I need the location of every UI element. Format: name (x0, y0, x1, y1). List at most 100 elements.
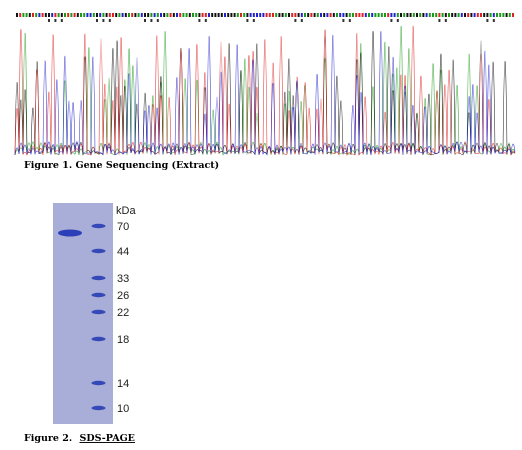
base-letter (128, 13, 130, 17)
base-letter (476, 13, 479, 17)
base-letter (310, 13, 313, 17)
marker-label: 33 (117, 273, 129, 285)
aa-letter (48, 19, 50, 22)
base-letter (460, 13, 463, 17)
caption-name: SDS-PAGE (80, 433, 135, 444)
base-letter (86, 13, 89, 17)
base-letter (70, 13, 73, 17)
base-letter (102, 13, 105, 17)
base-letter (220, 13, 223, 17)
marker-band (91, 248, 106, 254)
marker-band (91, 309, 106, 315)
base-letter (435, 13, 438, 17)
base-letter (377, 13, 380, 17)
base-letter (368, 13, 370, 17)
base-letter (48, 13, 50, 17)
marker-band (91, 380, 106, 386)
base-letter (374, 13, 377, 17)
base-letter (512, 13, 514, 17)
marker-band (91, 405, 106, 411)
base-letter (259, 13, 262, 17)
base-letter (409, 13, 412, 17)
base-letter (268, 13, 271, 17)
marker-label: 10 (117, 403, 129, 415)
base-letter (76, 13, 79, 17)
base-letter (387, 13, 390, 17)
base-letter (182, 13, 185, 17)
base-letter (25, 13, 28, 17)
base-letter (403, 13, 406, 17)
base-letter (121, 13, 124, 17)
aa-letter (60, 19, 63, 22)
base-letter (275, 13, 278, 17)
marker-label: 22 (117, 307, 129, 319)
base-letter (60, 13, 63, 17)
marker-label: 70 (117, 221, 129, 233)
base-letter (390, 13, 393, 17)
aa-letter (102, 19, 105, 22)
base-letter (448, 13, 450, 17)
trace (14, 31, 516, 156)
base-letter (80, 13, 82, 17)
base-letter (32, 13, 34, 17)
base-letter (243, 13, 246, 17)
marker-band (91, 292, 106, 298)
base-letter (489, 13, 492, 17)
base-letter (22, 13, 25, 17)
base-letter (464, 13, 466, 17)
base-letter (492, 13, 495, 17)
base-letter (444, 13, 447, 17)
base-letter (166, 13, 169, 17)
base-letter (217, 13, 220, 17)
base-letter (499, 13, 502, 17)
base-letter (396, 13, 399, 17)
gel-bands (58, 223, 106, 411)
base-letter (249, 13, 252, 17)
base-letter (252, 13, 255, 17)
base-letter (38, 13, 41, 17)
base-letter (454, 13, 457, 17)
base-letter (416, 13, 418, 17)
base-letter (496, 13, 498, 17)
base-letter (288, 13, 290, 17)
aa-letter (252, 19, 255, 22)
base-letter (332, 13, 335, 17)
base-letter (451, 13, 454, 17)
base-letter (227, 13, 230, 17)
base-letter (96, 13, 98, 17)
aa-letter (108, 19, 111, 22)
base-letter (92, 13, 95, 17)
base-letter (150, 13, 153, 17)
aa-letter (300, 19, 303, 22)
base-letter (169, 13, 172, 17)
base-letter (153, 13, 156, 17)
base-letter (371, 13, 374, 17)
base-letter (294, 13, 297, 17)
caption-prefix: Figure 2. (24, 433, 72, 444)
marker-label: 18 (117, 334, 129, 346)
base-letter (361, 13, 364, 17)
base-letter (240, 13, 242, 17)
gel (53, 203, 113, 424)
base-letter (256, 13, 258, 17)
base-letter (172, 13, 175, 17)
base-letter (281, 13, 284, 17)
base-letter (278, 13, 281, 17)
marker-band (91, 223, 106, 229)
base-letter (457, 13, 460, 17)
aa-letter (96, 19, 98, 22)
base-letter (230, 13, 233, 17)
aa-letter (348, 19, 351, 22)
base-letter (291, 13, 294, 17)
base-letter (316, 13, 319, 17)
base-letter (105, 13, 108, 17)
base-letter (233, 13, 236, 17)
base-letter (28, 13, 31, 17)
base-letter (358, 13, 361, 17)
aa-letter (150, 19, 153, 22)
base-letter (144, 13, 146, 17)
base-letter (348, 13, 351, 17)
base-letter (198, 13, 201, 17)
base-letter (393, 13, 396, 17)
